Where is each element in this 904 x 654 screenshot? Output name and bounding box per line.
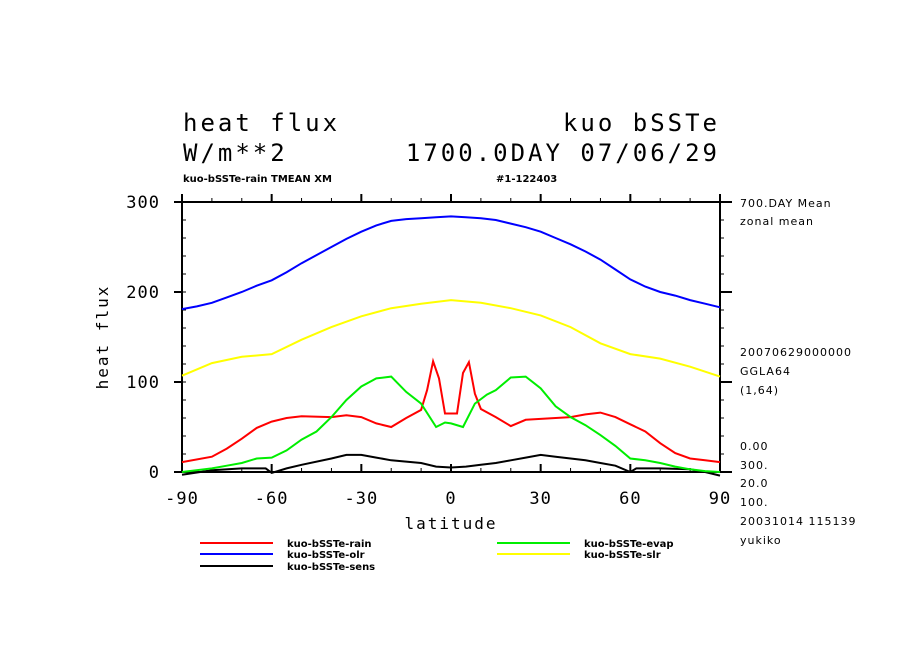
x-tick-label: 30 [529,489,551,509]
series-line-kuo-bSSTe-evap [181,375,721,473]
subtitle-left: kuo-bSSTe-rain TMEAN XM [183,174,332,185]
side-note: 0.00 [740,440,769,453]
legend: kuo-bSSTe-rainkuo-bSSTe-olrkuo-bSSTe-sen… [200,539,674,573]
title-left-2: W/m**2 [183,139,288,167]
series-lines [181,215,721,477]
x-tick-label: 0 [445,489,456,509]
side-note: GGLA64 [740,365,791,378]
side-note: 20070629000000 [740,346,852,359]
axes: 0 100 200 300 -90 -60 -30 0 30 60 90 [126,193,732,509]
title-right-2: 1700.0DAY 07/06/29 [406,139,720,167]
legend-label: kuo-bSSTe-evap [584,539,674,550]
y-tick-label: 200 [126,283,160,303]
y-tick-label: 100 [126,373,160,393]
series-line-kuo-bSSTe-olr [181,215,721,311]
x-tick-label: 90 [709,489,731,509]
y-tick-label: 0 [149,463,160,483]
y-tick-label: 300 [126,193,160,213]
x-tick-label: -60 [255,489,289,509]
x-tick-label: -90 [165,489,199,509]
legend-label: kuo-bSSTe-sens [287,562,375,573]
side-note: 100. [740,496,769,509]
y-axis-label: heat flux [93,285,112,390]
x-tick-label: -30 [344,489,378,509]
side-note: yukiko [740,534,782,547]
plot-frame [181,201,721,473]
series-line-kuo-bSSTe-slr [181,299,721,378]
side-note: 20.0 [740,477,769,490]
legend-label: kuo-bSSTe-olr [287,550,365,561]
title-right-1: kuo bSSTe [563,109,720,137]
x-tick-label: 60 [619,489,641,509]
side-note: (1,64) [740,384,779,397]
subtitle-right: #1-122403 [496,174,557,185]
legend-label: kuo-bSSTe-rain [287,539,372,550]
x-axis-label: latitude [404,514,497,533]
side-note: 300. [740,459,769,472]
side-note: zonal mean [740,215,814,228]
title-left-1: heat flux [183,109,340,137]
side-notes: 700.DAY Mean zonal mean 20070629000000 GGLA… [740,197,856,547]
side-note: 20031014 115139 [740,515,856,528]
series-line-kuo-bSSTe-sens [181,453,721,477]
series-line-kuo-bSSTe-rain [181,357,721,464]
legend-label: kuo-bSSTe-slr [584,550,661,561]
side-note: 700.DAY Mean [740,197,832,210]
